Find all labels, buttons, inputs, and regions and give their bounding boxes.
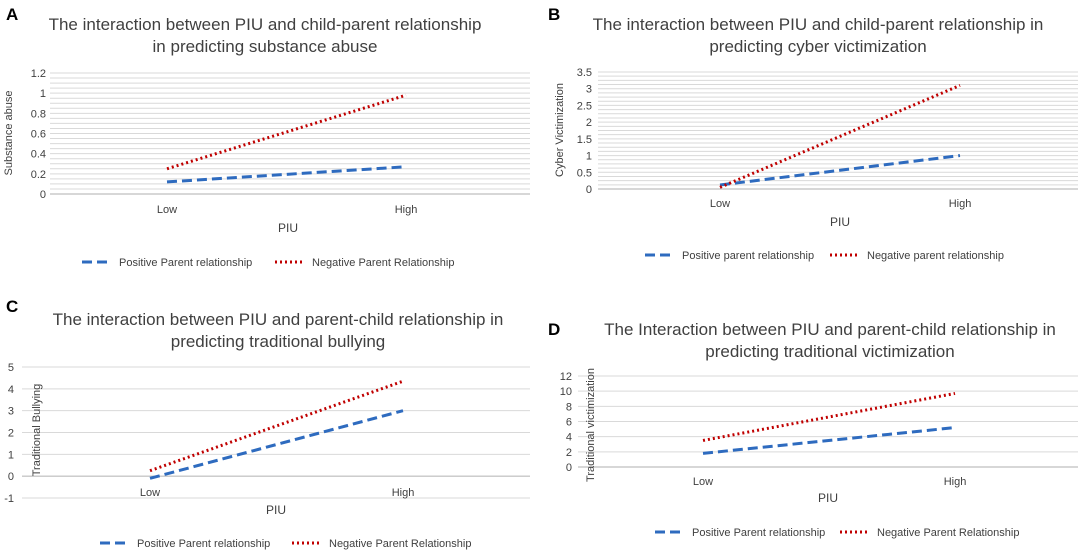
chart-title-line-1: The interaction between PIU and child-pa… <box>49 15 482 34</box>
y-tick-label: 3 <box>586 84 592 96</box>
x-tick-label: High <box>395 204 418 216</box>
chart-title-line-1: The interaction between PIU and child-pa… <box>593 15 1044 34</box>
y-tick-label: 0 <box>8 471 14 483</box>
y-tick-label: 8 <box>566 401 572 413</box>
panel-a: A The interaction between PIU and child-… <box>3 5 530 269</box>
legend-entry: Positive Parent relationship <box>692 527 825 539</box>
y-tick-label: 0 <box>40 189 46 201</box>
series-line-negative <box>166 93 407 171</box>
y-tick-label: 0 <box>586 184 592 196</box>
series-line-positive <box>719 154 961 187</box>
panel-label: A <box>6 5 18 24</box>
chart-title-line-1: The interaction between PIU and parent-c… <box>53 310 504 329</box>
y-tick-label: 0.5 <box>577 167 592 179</box>
y-tick-label: 1 <box>586 151 592 163</box>
legend: Positive Parent relationship Negative Pa… <box>655 527 1019 539</box>
x-tick-label: High <box>949 198 972 210</box>
y-tick-label: 6 <box>566 417 572 429</box>
y-tick-label: 0.8 <box>31 108 46 120</box>
x-axis-label: PIU <box>278 221 298 235</box>
panel-label: C <box>6 297 18 316</box>
x-tick-label: High <box>392 487 415 499</box>
panel-b: B The interaction between PIU and child-… <box>548 5 1078 262</box>
y-tick-label: 10 <box>560 386 572 398</box>
plot-area: -1 0 1 2 3 4 5 Low High <box>4 362 530 505</box>
y-tick-label: 2.5 <box>577 100 592 112</box>
panel-c: C The interaction between PIU and parent… <box>4 297 530 550</box>
y-tick-label: 0 <box>566 462 572 474</box>
chart-title-line-1: The Interaction between PIU and parent-c… <box>604 320 1056 339</box>
plot-area: 0 0.2 0.4 0.6 0.8 1 1.2 Low High <box>31 68 530 216</box>
y-tick-label: 4 <box>8 384 14 396</box>
y-tick-label: 2 <box>586 117 592 129</box>
legend: Positive parent relationship Negative pa… <box>645 250 1004 262</box>
y-tick-label: 3.5 <box>577 67 592 79</box>
x-axis-label: PIU <box>266 503 286 517</box>
y-tick-label: 1.5 <box>577 134 592 146</box>
x-tick-label: Low <box>157 204 177 216</box>
y-tick-label: 1 <box>40 88 46 100</box>
series-line-negative <box>702 391 956 442</box>
legend-entry: Positive Parent relationship <box>137 538 270 550</box>
y-axis-label: Cyber Victimization <box>554 83 566 177</box>
series-line-positive <box>149 409 404 480</box>
series-line-negative <box>149 379 404 473</box>
y-tick-label: 2 <box>8 428 14 440</box>
chart-title-line-2: predicting cyber victimization <box>709 37 926 56</box>
y-tick-label: 0.6 <box>31 129 46 141</box>
x-axis-label: PIU <box>830 215 850 229</box>
y-tick-label: -1 <box>4 493 14 505</box>
y-axis-label: Traditional Bullying <box>31 384 43 477</box>
legend-entry: Negative parent relationship <box>867 250 1004 262</box>
plot-area: 0 0.5 1 1.5 2 2.5 3 3.5 Low High <box>577 67 1078 210</box>
panel-d: D The Interaction between PIU and parent… <box>548 320 1078 539</box>
y-tick-label: 0.4 <box>31 149 46 161</box>
y-tick-label: 4 <box>566 432 572 444</box>
series-line-positive <box>166 165 407 184</box>
legend-entry: Negative Parent Relationship <box>877 527 1019 539</box>
legend-entry: Positive parent relationship <box>682 250 814 262</box>
panel-label: B <box>548 5 560 24</box>
y-tick-label: 0.2 <box>31 169 46 181</box>
y-tick-label: 1 <box>8 449 14 461</box>
x-tick-label: High <box>944 476 967 488</box>
chart-title-line-2: in predicting substance abuse <box>153 37 378 56</box>
chart-title-line-2: predicting traditional victimization <box>705 342 954 361</box>
y-axis-label: Substance abuse <box>3 90 15 175</box>
y-tick-label: 1.2 <box>31 68 46 80</box>
x-tick-label: Low <box>710 198 730 210</box>
series-line-positive <box>702 426 956 455</box>
x-tick-label: Low <box>693 476 713 488</box>
plot-area: 0 2 4 6 8 10 12 Low High <box>560 371 1078 488</box>
y-tick-label: 5 <box>8 362 14 374</box>
panel-label: D <box>548 320 560 339</box>
legend: Positive Parent relationship Negative Pa… <box>100 538 471 550</box>
series-line-negative <box>719 83 961 189</box>
x-tick-label: Low <box>140 487 160 499</box>
y-axis-label: Traditional victimization <box>585 368 597 482</box>
y-tick-label: 12 <box>560 371 572 383</box>
legend-entry: Negative Parent Relationship <box>312 257 454 269</box>
y-tick-label: 3 <box>8 406 14 418</box>
chart-title-line-2: predicting traditional bullying <box>171 332 386 351</box>
y-tick-label: 2 <box>566 447 572 459</box>
legend-entry: Negative Parent Relationship <box>329 538 471 550</box>
x-axis-label: PIU <box>818 491 838 505</box>
legend: Positive Parent relationship Negative Pa… <box>82 257 454 269</box>
legend-entry: Positive Parent relationship <box>119 257 252 269</box>
